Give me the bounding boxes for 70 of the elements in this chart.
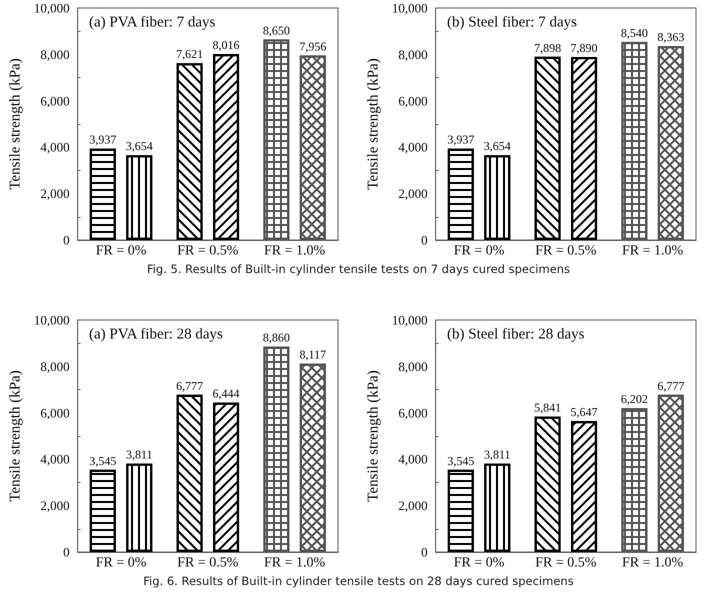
data-label: 5,647: [570, 404, 598, 419]
data-label: 8,650: [262, 23, 290, 38]
y-tick-label: 10,000: [392, 0, 428, 16]
chart-title: (b) Steel fiber: 7 days: [447, 14, 578, 30]
data-label: 3,811: [126, 448, 153, 462]
x-tick-label: FR = 0%: [454, 556, 505, 570]
x-tick-label: FR = 1.0%: [264, 244, 326, 258]
data-label: 6,777: [657, 378, 684, 393]
y-tick-label: 2,000: [40, 186, 70, 202]
x-tick-label: FR = 0%: [96, 556, 147, 570]
y-tick-label: 8,000: [40, 358, 70, 374]
x-tick-label: FR = 1.0%: [264, 556, 326, 570]
y-tick-label: 0: [63, 544, 70, 560]
chart-title: (b) Steel fiber: 28 days: [447, 326, 585, 342]
data-label: 8,016: [212, 38, 240, 52]
x-tick-label: FR = 0%: [454, 244, 505, 258]
data-label: 3,937: [447, 132, 474, 147]
y-tick-label: 0: [421, 544, 428, 560]
y-tick-label: 4,000: [40, 452, 70, 467]
data-label: 3,654: [484, 139, 511, 154]
x-tick-label: FR = 0.5%: [535, 244, 597, 258]
chart-title: (a) PVA fiber: 28 days: [89, 326, 224, 342]
y-tick-label: 10,000: [34, 312, 70, 328]
x-tick-label: FR = 0.5%: [177, 556, 239, 570]
data-label: 7,890: [570, 40, 598, 55]
y-axis-title: Tensile strength (kPa): [8, 58, 24, 190]
data-label: 3,545: [447, 454, 474, 468]
y-tick-label: 6,000: [40, 93, 70, 108]
data-label: 3,811: [484, 448, 511, 462]
y-tick-label: 0: [421, 232, 428, 248]
y-tick-label: 4,000: [398, 140, 428, 155]
caption: Fig. 5. Results of Built-in cylinder tensile tests on 7 days cured specimens: [146, 262, 572, 276]
chart-title: (a) PVA fiber: 7 days: [89, 14, 216, 30]
data-label: 8,117: [300, 348, 326, 362]
x-tick-label: FR = 1.0%: [622, 244, 684, 258]
y-axis-title: Tensile strength (kPa): [366, 370, 382, 502]
data-label: 3,654: [126, 139, 153, 154]
data-label: 8,860: [262, 330, 290, 344]
y-tick-label: 10,000: [34, 0, 70, 16]
data-label: 7,956: [299, 39, 326, 54]
y-tick-label: 2,000: [398, 498, 428, 514]
data-label: 6,444: [212, 386, 240, 400]
x-tick-label: FR = 0%: [96, 244, 147, 258]
data-label: 8,363: [657, 30, 684, 44]
data-label: 3,545: [89, 454, 116, 468]
y-tick-label: 4,000: [398, 452, 428, 467]
y-axis-title: Tensile strength (kPa): [366, 58, 382, 190]
data-label: 6,777: [176, 378, 204, 393]
y-tick-label: 2,000: [398, 186, 428, 202]
data-label: 7,898: [534, 40, 562, 55]
y-tick-label: 6,000: [398, 405, 428, 420]
x-tick-label: FR = 0.5%: [535, 556, 597, 570]
data-label: 6,202: [620, 392, 648, 406]
caption: Fig. 6. Results of Built-in cylinder tensile tests on 28 days cured specimens: [142, 574, 575, 588]
y-tick-label: 8,000: [398, 46, 428, 62]
data-label: 7,621: [176, 47, 204, 62]
data-label: 3,937: [89, 132, 116, 147]
y-tick-label: 8,000: [398, 358, 428, 374]
y-axis-title: Tensile strength (kPa): [8, 370, 24, 502]
y-tick-label: 10,000: [392, 312, 428, 328]
y-tick-label: 6,000: [398, 93, 428, 108]
data-label: 8,540: [620, 26, 648, 40]
y-tick-label: 0: [63, 232, 70, 248]
y-tick-label: 6,000: [40, 405, 70, 420]
x-tick-label: FR = 1.0%: [622, 556, 684, 570]
y-tick-label: 2,000: [40, 498, 70, 514]
y-tick-label: 4,000: [40, 140, 70, 155]
x-tick-label: FR = 0.5%: [177, 244, 239, 258]
y-tick-label: 8,000: [40, 46, 70, 62]
data-label: 5,841: [534, 400, 562, 414]
